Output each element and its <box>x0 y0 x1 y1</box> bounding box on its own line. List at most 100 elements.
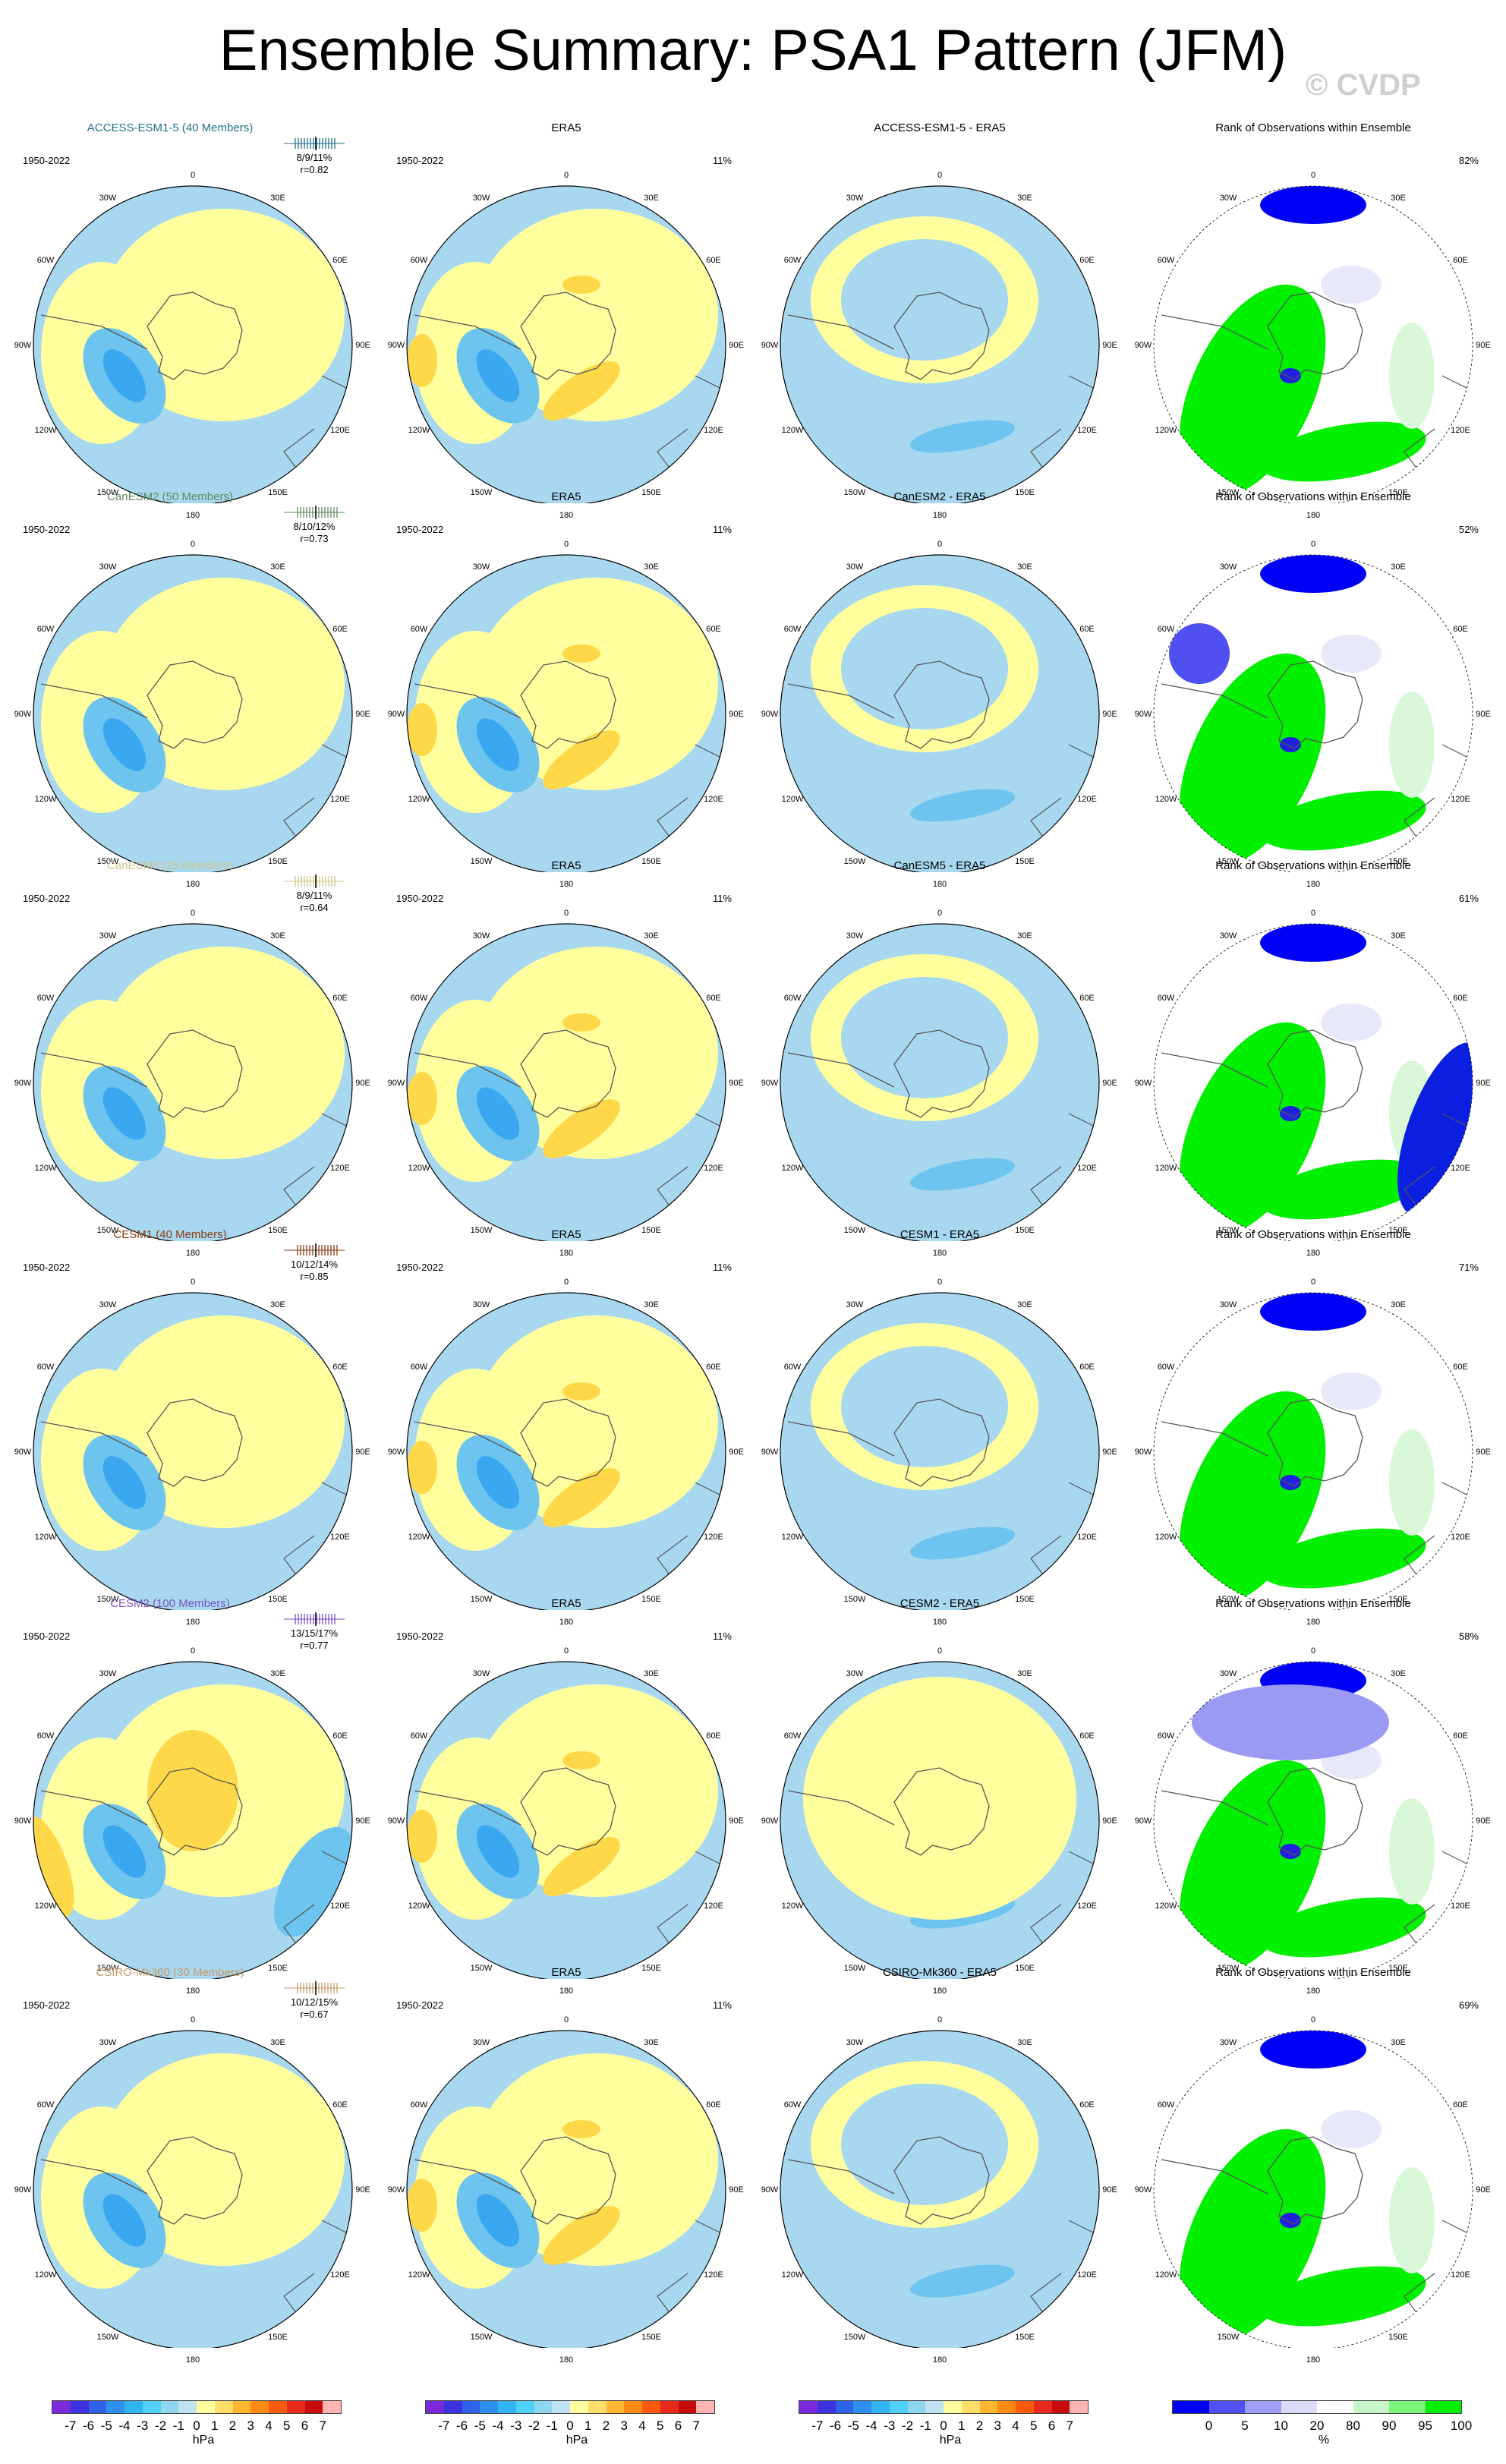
colorbar-tick: 2 <box>228 2418 237 2433</box>
longitude-label: 120W <box>781 426 804 435</box>
positive-core-west <box>407 2179 437 2232</box>
map-border <box>1153 2030 1473 2348</box>
longitude-label: 120W <box>781 1902 804 1911</box>
longitude-label: 120W <box>1155 795 1177 804</box>
map-svg <box>1153 2030 1473 2348</box>
map-svg <box>33 1661 353 1979</box>
colorbar-tick: 3 <box>620 2418 628 2433</box>
longitude-label: 90E <box>355 1079 370 1088</box>
longitude-label: 90W <box>1134 1816 1152 1826</box>
longitude-label: 90W <box>761 2185 779 2195</box>
longitude-label: 90W <box>761 1816 779 1826</box>
longitude-label: 30E <box>1391 2038 1406 2047</box>
map-border <box>406 923 726 1241</box>
map-border <box>406 1292 726 1610</box>
longitude-label: 0 <box>1310 2015 1316 2024</box>
model-row-canesm5: CanESM5 (25 Members) 1950-2022 8/9/11% r=0.… <box>0 859 1506 1258</box>
longitude-label: 30W <box>846 931 864 941</box>
antarctica-coastline <box>1267 2136 1363 2225</box>
colorbar-tick: 6 <box>1048 2418 1056 2433</box>
rank-light-blue <box>1321 266 1382 304</box>
rank-top-blue <box>1260 924 1366 962</box>
map-svg <box>780 2030 1100 2348</box>
longitude-label: 150E <box>268 1225 288 1235</box>
rank-top-blue <box>1260 555 1366 593</box>
colorbar-tick: 7 <box>1066 2418 1073 2433</box>
longitude-label: 0 <box>1310 1646 1316 1656</box>
peninsula-coastline <box>414 1790 521 1826</box>
antarctica-coastline <box>147 291 243 380</box>
longitude-label: 90W <box>761 710 779 719</box>
longitude-label: 60E <box>1453 994 1468 1003</box>
longitude-label: 90W <box>1134 710 1152 719</box>
map-border <box>406 2030 726 2348</box>
colorbar-swatch <box>1070 2401 1088 2413</box>
rank-panel: Rank of Observations within Ensemble 69% 0… <box>1131 1966 1495 2365</box>
positive-anomaly <box>475 1315 718 1528</box>
map-border <box>780 554 1100 872</box>
positive-anomaly <box>475 2053 718 2266</box>
colorbar-swatches <box>52 2400 342 2414</box>
antarctica-coastline <box>520 291 616 380</box>
peninsula-coastline <box>1161 1421 1268 1457</box>
peninsula-coastline <box>414 1421 521 1457</box>
rank-pct: 69% <box>1458 1999 1479 2011</box>
longitude-label: 150E <box>268 1963 288 1973</box>
rank-south-green <box>1261 421 1426 482</box>
rank-light-blue <box>1321 635 1382 673</box>
antarctica-coastline <box>520 2136 616 2225</box>
colorbar-tick: 100 <box>1450 2418 1473 2433</box>
colorbar-tick: 6 <box>301 2418 309 2433</box>
longitude-label: 90E <box>729 1079 744 1088</box>
longitude-label: 150E <box>1015 2332 1035 2342</box>
longitude-label: 60W <box>410 625 428 634</box>
negative-diff-core <box>909 1527 1016 1560</box>
colorbar-swatch <box>907 2401 926 2413</box>
map-svg <box>33 554 353 872</box>
colorbar-tick: 0 <box>1205 2418 1213 2433</box>
colorbar-swatch <box>1016 2401 1034 2413</box>
map-field <box>33 924 352 1241</box>
map-field <box>33 555 352 872</box>
map-field <box>780 1293 1099 1610</box>
map-svg <box>780 185 1100 503</box>
longitude-label: 120E <box>330 795 350 804</box>
map-svg <box>406 554 726 872</box>
colorbar-tick: 7 <box>319 2418 326 2433</box>
stats-box: 10/12/14% r=0.85 <box>269 1243 360 1289</box>
longitude-label: 0 <box>563 909 569 918</box>
longitude-label: 150W <box>96 856 119 866</box>
longitude-label: 30W <box>846 562 864 572</box>
map-svg <box>1153 185 1473 503</box>
colorbar-swatch <box>889 2401 908 2413</box>
longitude-label: 120E <box>1451 1902 1470 1911</box>
longitude-label: 120W <box>408 1164 430 1173</box>
positive-core-west <box>33 1816 74 1917</box>
positive-anomaly <box>475 947 718 1159</box>
positive-core-south <box>543 730 620 789</box>
antarctica-coastline <box>520 1029 616 1118</box>
peninsula-coastline <box>1161 1790 1268 1826</box>
positive-core-north <box>562 1751 600 1769</box>
negative-diff-core <box>909 1158 1016 1191</box>
antarctica-coastline <box>1267 1767 1363 1856</box>
colorbar-swatch <box>70 2401 89 2413</box>
longitude-label: 30E <box>1017 2038 1032 2047</box>
rank-west-blue <box>1169 623 1230 684</box>
colorbar-swatch <box>624 2401 642 2413</box>
colorbar-tick: 5 <box>657 2418 664 2433</box>
longitude-label: 150W <box>470 1225 493 1235</box>
colorbar-tick: -2 <box>154 2418 167 2433</box>
rank-pct: 71% <box>1458 1262 1479 1273</box>
colorbar-swatch <box>660 2401 679 2413</box>
longitude-label: 90W <box>387 710 405 719</box>
map-svg <box>1153 554 1473 872</box>
longitude-label: 150W <box>470 1963 493 1973</box>
longitude-label: 90W <box>14 2185 32 2195</box>
longitude-label: 120E <box>1451 1164 1470 1173</box>
positive-anomaly <box>102 947 345 1159</box>
longitude-label: 60W <box>1157 256 1175 265</box>
longitude-label: 0 <box>937 1646 943 1656</box>
longitude-label: 180 <box>185 1618 200 1627</box>
longitude-label: 60E <box>706 256 721 265</box>
